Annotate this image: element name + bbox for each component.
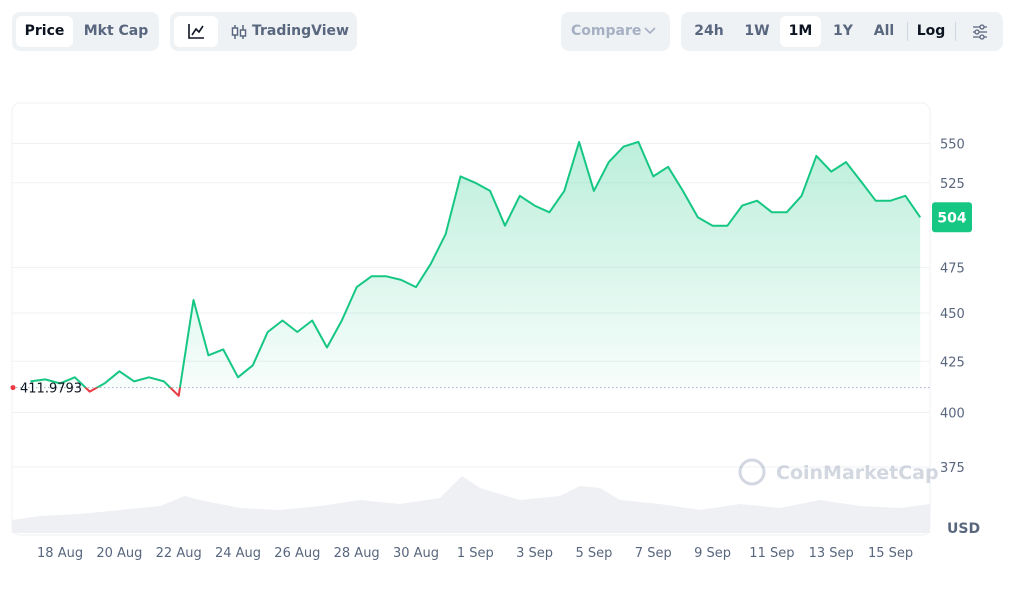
- x-tick-label: 18 Aug: [37, 546, 83, 561]
- y-tick-label: 525: [940, 177, 965, 192]
- x-tick-label: 5 Sep: [575, 546, 612, 561]
- volume-area: [12, 476, 930, 533]
- page: Price Mkt Cap TradingView Compare 24h 1W…: [10, 12, 1003, 561]
- watermark-text: CoinMarketCap: [776, 462, 939, 484]
- compare-label: Compare: [571, 23, 642, 39]
- range-button[interactable]: 1Y: [833, 23, 853, 39]
- x-tick-label: 28 Aug: [334, 546, 380, 561]
- settings-icon[interactable]: [971, 24, 989, 40]
- range-button[interactable]: 1M: [780, 16, 821, 47]
- x-tick-label: 13 Sep: [809, 546, 854, 561]
- y-tick-label: 550: [940, 137, 965, 152]
- x-tick-label: 24 Aug: [215, 546, 261, 561]
- divider: [907, 22, 908, 41]
- x-tick-label: 22 Aug: [156, 546, 202, 561]
- line-chart-button[interactable]: [174, 16, 218, 47]
- baseline-label: 411.9793: [20, 382, 82, 397]
- y-tick-label: 450: [940, 307, 965, 322]
- watermark: CoinMarketCap: [738, 458, 939, 486]
- view-toggle: Price Mkt Cap: [12, 12, 159, 51]
- baseline-marker: [10, 385, 16, 391]
- range-button[interactable]: All: [873, 23, 895, 39]
- y-tick-label: 475: [940, 261, 965, 276]
- log-button[interactable]: Log: [916, 23, 946, 39]
- candle-icon: [231, 25, 247, 39]
- range-toggle: 24h 1W 1M 1Y All Log: [681, 12, 1003, 51]
- x-tick-label: 30 Aug: [393, 546, 439, 561]
- x-tick-label: 3 Sep: [516, 546, 553, 561]
- divider: [955, 22, 956, 41]
- currency-label: USD: [947, 521, 980, 537]
- x-tick-label: 7 Sep: [635, 546, 672, 561]
- y-tick-label: 400: [940, 406, 965, 421]
- y-tick-label: 375: [940, 461, 965, 476]
- plot-frame: [11, 102, 931, 536]
- range-button[interactable]: 24h: [694, 23, 724, 39]
- x-tick-label: 26 Aug: [274, 546, 320, 561]
- x-tick-label: 20 Aug: [96, 546, 142, 561]
- y-tick-label: 425: [940, 355, 965, 370]
- x-tick-label: 11 Sep: [749, 546, 794, 561]
- price-area: [30, 141, 921, 396]
- chart-type-toggle: TradingView: [170, 12, 357, 51]
- mkt-cap-button[interactable]: Mkt Cap: [83, 23, 149, 39]
- current-price-label: 504: [937, 210, 966, 226]
- x-tick-label: 15 Sep: [868, 546, 913, 561]
- price-button[interactable]: Price: [16, 16, 73, 47]
- range-button[interactable]: 1W: [744, 23, 770, 39]
- current-price-badge: [932, 202, 972, 233]
- chevron: [644, 27, 656, 35]
- chart: CoinMarketCap USD 375 400 425 450 475 525 550 1…: [10, 102, 980, 561]
- x-tick-label: 9 Sep: [694, 546, 731, 561]
- tradingview-button[interactable]: TradingView: [252, 23, 349, 39]
- x-tick-label: 1 Sep: [457, 546, 494, 561]
- line-icon: [188, 24, 204, 39]
- compare-dropdown[interactable]: Compare: [561, 12, 670, 51]
- price-line: [30, 140, 922, 397]
